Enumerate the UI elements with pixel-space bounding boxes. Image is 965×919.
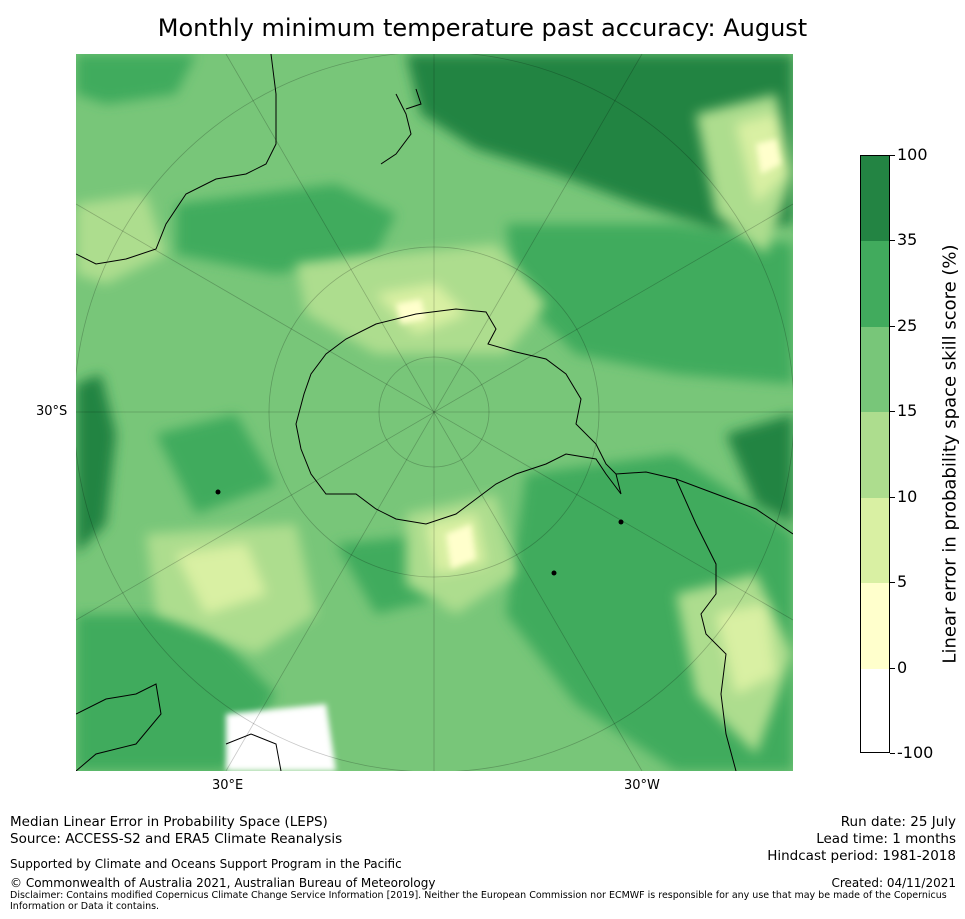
footer-copyright: © Commonwealth of Australia 2021, Austra…	[10, 876, 436, 890]
colorbar-tick	[890, 411, 895, 413]
south-america-coastline	[615, 471, 793, 771]
island-marker	[215, 489, 221, 495]
colorbar-tick	[890, 753, 895, 754]
colorbar-tick-label: 25	[897, 315, 918, 335]
footer-leps: Median Linear Error in Probability Space…	[10, 814, 328, 830]
colorbar-tick-label: 15	[897, 401, 918, 421]
tick-label-30w: 30°W	[624, 778, 660, 793]
colorbar-tick-label: 0	[897, 657, 908, 677]
footer-disclaimer: Disclaimer: Contains modified Copernicus…	[10, 890, 947, 912]
antarctica-coastline	[295, 308, 622, 525]
colorbar-tick	[890, 582, 895, 584]
africa-coastline	[76, 683, 162, 771]
island-marker	[618, 519, 624, 525]
colorbar-tick	[890, 240, 895, 242]
madagascar-coastline	[225, 733, 282, 771]
colorbar-segment	[861, 326, 889, 413]
colorbar-segment	[861, 412, 889, 498]
colorbar-segment	[861, 668, 889, 752]
chart-title: Monthly minimum temperature past accurac…	[157, 14, 808, 42]
island-marker	[551, 570, 557, 576]
colorbar-segment	[861, 241, 889, 327]
colorbar-tick	[890, 667, 895, 669]
footer-hindcast: Hindcast period: 1981-2018	[767, 848, 956, 864]
tick-label-30e: 30°E	[212, 778, 244, 793]
footer-lead-time: Lead time: 1 months	[816, 831, 956, 847]
australia-coastline	[76, 54, 277, 265]
map-panel	[76, 54, 793, 771]
colorbar-tick-label: 100	[897, 145, 928, 164]
footer-source: Source: ACCESS-S2 and ERA5 Climate Reana…	[10, 831, 343, 847]
colorbar-axis-label: Linear error in probability space skill …	[939, 244, 961, 664]
graticule	[76, 54, 793, 771]
colorbar-tick-label: 5	[897, 572, 908, 592]
tick-label-30s: 30°S	[36, 404, 68, 419]
colorbar-tick-label: -100	[897, 743, 934, 762]
colorbar-segment	[861, 497, 889, 584]
colorbar-tick-label: 10	[897, 486, 918, 506]
footer-support: Supported by Climate and Oceans Support …	[10, 857, 402, 871]
colorbar-tick-label: 35	[897, 230, 918, 250]
new-zealand-coastline	[380, 88, 422, 165]
colorbar-segment	[861, 583, 889, 669]
colorbar-tick	[890, 325, 895, 327]
skill-field-lowest	[226, 139, 781, 771]
footer-created: Created: 04/11/2021	[831, 876, 956, 890]
footer-run-date: Run date: 25 July	[840, 814, 956, 830]
colorbar-tick	[890, 155, 895, 156]
colorbar	[860, 155, 890, 753]
colorbar-segment	[861, 156, 889, 242]
colorbar-tick	[890, 496, 895, 498]
polar-map	[76, 54, 793, 771]
